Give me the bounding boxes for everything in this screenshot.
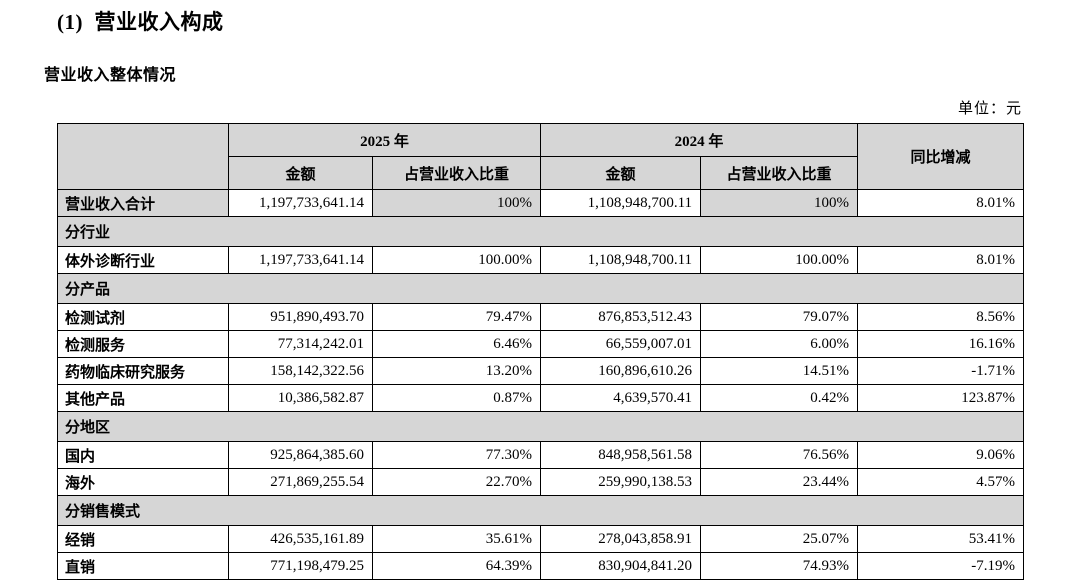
unit-label: 单位：元 — [957, 101, 1022, 117]
pct-2024: 74.93% — [700, 552, 859, 580]
table-row: 其他产品 10,386,582.87 0.87% 4,639,570.41 0.42% 1… — [57, 384, 1025, 412]
row-label: 其他产品 — [57, 384, 229, 412]
table-row: 检测试剂 951,890,493.70 79.47% 876,853,512.43 79… — [57, 303, 1025, 331]
amount-2025: 951,890,493.70 — [228, 303, 373, 331]
col-header-amount-2024: 金额 — [540, 156, 702, 190]
amount-2025: 925,864,385.60 — [228, 441, 373, 469]
amount-2025: 271,869,255.54 — [228, 468, 373, 496]
yoy-change: 9.06% — [857, 441, 1025, 469]
corner-blank-cell — [57, 123, 229, 190]
pct-2024: 100% — [700, 189, 859, 217]
pct-2025: 35.61% — [371, 525, 542, 553]
yoy-change: 8.01% — [857, 246, 1025, 274]
pct-2025: 100.00% — [371, 246, 542, 274]
table-row: 海外 271,869,255.54 22.70% 259,990,138.53 23.4… — [57, 468, 1025, 496]
row-label: 海外 — [57, 468, 229, 496]
pct-2025: 22.70% — [371, 468, 542, 496]
row-label: 国内 — [57, 441, 229, 469]
section-divider-row: 分行业 — [56, 216, 1025, 247]
pct-2024: 100.00% — [700, 246, 859, 274]
table-row: 检测服务 77,314,242.01 6.46% 66,559,007.01 6.00%… — [57, 330, 1025, 358]
table-row: 国内 925,864,385.60 77.30% 848,958,561.58 76.5… — [57, 441, 1025, 469]
col-header-2024: 2024 年 — [540, 123, 859, 157]
yoy-change: 53.41% — [857, 525, 1025, 553]
revenue-composition-table: 2025 年 2024 年 同比增减 金额 占营业收入比重 金额 占营业收入比重… — [56, 123, 1025, 580]
col-header-amount-2025: 金额 — [228, 156, 373, 190]
yoy-change: -7.19% — [857, 552, 1025, 580]
page-title: (1) 营业收入构成 — [57, 10, 224, 34]
amount-2025: 10,386,582.87 — [228, 384, 373, 412]
pct-2025: 13.20% — [371, 357, 542, 385]
header-row-years: 2025 年 2024 年 同比增减 — [57, 123, 1025, 190]
pct-2024: 79.07% — [700, 303, 859, 331]
section-label: 分行业 — [56, 216, 1025, 247]
row-label: 营业收入合计 — [57, 189, 229, 217]
pct-2025: 79.47% — [371, 303, 542, 331]
amount-2024: 1,108,948,700.11 — [540, 246, 702, 274]
row-label: 直销 — [57, 552, 229, 580]
table-row: 营业收入合计 1,197,733,641.14 100% 1,108,948,700.… — [57, 189, 1025, 217]
table-row: 直销 771,198,479.25 64.39% 830,904,841.20 74.9… — [57, 552, 1025, 580]
section-divider-row: 分销售模式 — [56, 495, 1025, 526]
table-row: 药物临床研究服务 158,142,322.56 13.20% 160,896,610.… — [57, 357, 1025, 385]
table-body: 营业收入合计 1,197,733,641.14 100% 1,108,948,700.… — [56, 189, 1025, 580]
row-label: 体外诊断行业 — [57, 246, 229, 274]
amount-2024: 876,853,512.43 — [540, 303, 702, 331]
amount-2025: 771,198,479.25 — [228, 552, 373, 580]
row-label: 经销 — [57, 525, 229, 553]
pct-2024: 0.42% — [700, 384, 859, 412]
col-header-2025: 2025 年 — [227, 123, 542, 157]
col-header-pct-2025: 占营业收入比重 — [371, 156, 542, 190]
pct-2025: 0.87% — [371, 384, 542, 412]
pct-2024: 6.00% — [700, 330, 859, 358]
yoy-change: 4.57% — [857, 468, 1025, 496]
amount-2025: 426,535,161.89 — [228, 525, 373, 553]
table-header: 2025 年 2024 年 同比增减 金额 占营业收入比重 金额 占营业收入比重 — [57, 123, 1025, 190]
col-header-yoy: 同比增减 — [857, 123, 1025, 190]
pct-2025: 77.30% — [371, 441, 542, 469]
col-header-pct-2024: 占营业收入比重 — [700, 156, 859, 190]
row-label: 检测服务 — [57, 330, 229, 358]
amount-2024: 4,639,570.41 — [540, 384, 702, 412]
table-row: 体外诊断行业 1,197,733,641.14 100.00% 1,108,948,7… — [57, 246, 1025, 274]
pct-2024: 25.07% — [700, 525, 859, 553]
pct-2025: 100% — [371, 189, 542, 217]
pct-2025: 64.39% — [371, 552, 542, 580]
section-divider-row: 分产品 — [56, 273, 1025, 304]
yoy-change: -1.71% — [857, 357, 1025, 385]
section-label: 分销售模式 — [56, 495, 1025, 526]
header-row-metrics: 金额 占营业收入比重 金额 占营业收入比重 — [58, 156, 1024, 190]
amount-2024: 160,896,610.26 — [540, 357, 702, 385]
amount-2025: 1,197,733,641.14 — [228, 189, 373, 217]
section-divider-row: 分地区 — [56, 411, 1025, 442]
row-label: 检测试剂 — [57, 303, 229, 331]
yoy-change: 8.01% — [857, 189, 1025, 217]
amount-2025: 1,197,733,641.14 — [228, 246, 373, 274]
yoy-change: 16.16% — [857, 330, 1025, 358]
row-label: 药物临床研究服务 — [57, 357, 229, 385]
yoy-change: 123.87% — [857, 384, 1025, 412]
pct-2025: 6.46% — [371, 330, 542, 358]
amount-2025: 77,314,242.01 — [228, 330, 373, 358]
yoy-change: 8.56% — [857, 303, 1025, 331]
amount-2025: 158,142,322.56 — [228, 357, 373, 385]
section-label: 分产品 — [56, 273, 1025, 304]
amount-2024: 278,043,858.91 — [540, 525, 702, 553]
pct-2024: 14.51% — [700, 357, 859, 385]
pct-2024: 76.56% — [700, 441, 859, 469]
table-row: 经销 426,535,161.89 35.61% 278,043,858.91 25.0… — [57, 525, 1025, 553]
amount-2024: 830,904,841.20 — [540, 552, 702, 580]
amount-2024: 848,958,561.58 — [540, 441, 702, 469]
amount-2024: 1,108,948,700.11 — [540, 189, 702, 217]
pct-2024: 23.44% — [700, 468, 859, 496]
amount-2024: 66,559,007.01 — [540, 330, 702, 358]
section-label: 分地区 — [56, 411, 1025, 442]
amount-2024: 259,990,138.53 — [540, 468, 702, 496]
section-subtitle: 营业收入整体情况 — [44, 67, 177, 84]
